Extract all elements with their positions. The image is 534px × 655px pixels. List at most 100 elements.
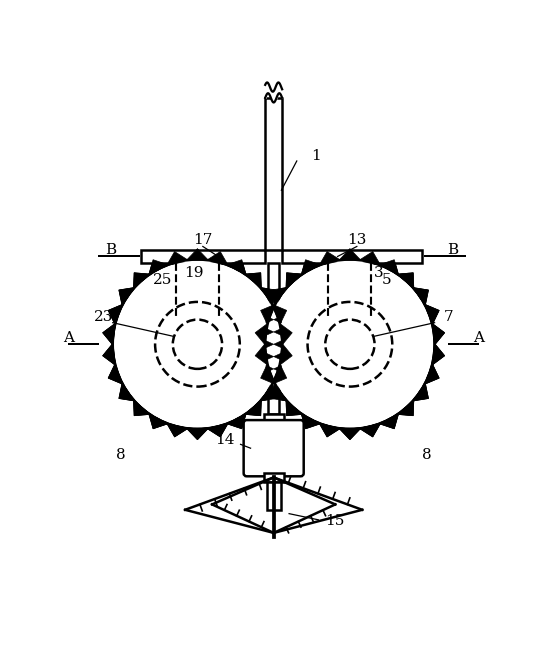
Bar	[267, 483, 280, 510]
Text: 19: 19	[184, 266, 203, 280]
Polygon shape	[324, 274, 333, 280]
Text: 23: 23	[94, 310, 113, 324]
Polygon shape	[324, 274, 333, 280]
Bar	[264, 473, 284, 483]
Polygon shape	[261, 383, 276, 401]
Circle shape	[113, 259, 282, 429]
Polygon shape	[167, 423, 188, 437]
Bar	[265, 98, 282, 250]
Polygon shape	[397, 400, 414, 416]
Polygon shape	[214, 274, 224, 280]
Text: 8: 8	[116, 448, 125, 462]
Polygon shape	[339, 249, 361, 260]
Polygon shape	[108, 364, 123, 384]
Polygon shape	[261, 288, 276, 306]
Polygon shape	[413, 288, 428, 306]
Polygon shape	[261, 288, 276, 306]
Polygon shape	[425, 364, 439, 384]
Polygon shape	[119, 383, 135, 401]
Polygon shape	[261, 383, 276, 401]
Polygon shape	[245, 400, 261, 416]
Polygon shape	[397, 272, 414, 289]
Polygon shape	[171, 274, 180, 280]
Polygon shape	[108, 304, 123, 325]
Polygon shape	[279, 343, 292, 365]
Bar	[141, 250, 265, 263]
Polygon shape	[207, 252, 228, 265]
Polygon shape	[171, 295, 180, 301]
Polygon shape	[359, 423, 381, 437]
Polygon shape	[367, 295, 376, 301]
Text: 8: 8	[422, 448, 431, 462]
Polygon shape	[319, 423, 341, 437]
Polygon shape	[286, 272, 302, 289]
Polygon shape	[367, 274, 376, 280]
Polygon shape	[255, 343, 268, 365]
Polygon shape	[359, 252, 381, 265]
Polygon shape	[286, 400, 302, 416]
Polygon shape	[207, 423, 228, 437]
Polygon shape	[119, 383, 135, 401]
Polygon shape	[273, 328, 281, 335]
Text: 14: 14	[215, 434, 235, 447]
Polygon shape	[324, 285, 333, 290]
Polygon shape	[167, 252, 188, 265]
Polygon shape	[186, 428, 208, 440]
Polygon shape	[261, 304, 275, 325]
Polygon shape	[286, 400, 302, 416]
Polygon shape	[432, 323, 445, 345]
Polygon shape	[245, 272, 261, 289]
Polygon shape	[271, 383, 287, 401]
Polygon shape	[134, 272, 150, 289]
Polygon shape	[214, 274, 224, 280]
Polygon shape	[271, 288, 287, 306]
Text: 5: 5	[382, 273, 391, 288]
Polygon shape	[266, 316, 273, 323]
Polygon shape	[425, 304, 439, 325]
Polygon shape	[214, 285, 224, 290]
Bar	[268, 263, 279, 414]
Polygon shape	[413, 288, 428, 306]
Polygon shape	[171, 285, 180, 290]
Polygon shape	[119, 288, 135, 306]
Polygon shape	[186, 428, 208, 440]
Polygon shape	[108, 364, 123, 384]
Text: 25: 25	[153, 273, 172, 288]
Polygon shape	[148, 413, 168, 429]
Text: 1: 1	[311, 149, 321, 162]
Text: A: A	[64, 331, 74, 345]
Polygon shape	[148, 259, 168, 275]
Polygon shape	[279, 323, 292, 345]
Polygon shape	[266, 353, 273, 360]
Polygon shape	[272, 304, 287, 325]
Text: 15: 15	[326, 514, 345, 529]
Polygon shape	[367, 285, 376, 290]
Polygon shape	[261, 304, 275, 325]
Polygon shape	[134, 272, 150, 289]
Polygon shape	[432, 343, 445, 365]
Polygon shape	[324, 295, 333, 301]
Polygon shape	[301, 413, 320, 429]
Polygon shape	[397, 272, 414, 289]
Polygon shape	[272, 364, 287, 384]
Polygon shape	[359, 423, 381, 437]
Polygon shape	[134, 400, 150, 416]
Polygon shape	[273, 341, 281, 348]
Polygon shape	[167, 423, 188, 437]
Polygon shape	[214, 295, 224, 301]
Polygon shape	[266, 365, 273, 372]
Polygon shape	[245, 400, 261, 416]
Polygon shape	[214, 295, 224, 301]
Polygon shape	[339, 249, 361, 260]
Polygon shape	[324, 285, 333, 290]
Polygon shape	[273, 353, 281, 360]
Polygon shape	[367, 285, 376, 290]
Circle shape	[265, 259, 435, 429]
Polygon shape	[413, 383, 428, 401]
Polygon shape	[367, 295, 376, 301]
Polygon shape	[273, 365, 281, 372]
Polygon shape	[279, 323, 292, 345]
Polygon shape	[273, 316, 281, 323]
Text: 17: 17	[193, 233, 213, 248]
Polygon shape	[367, 274, 376, 280]
